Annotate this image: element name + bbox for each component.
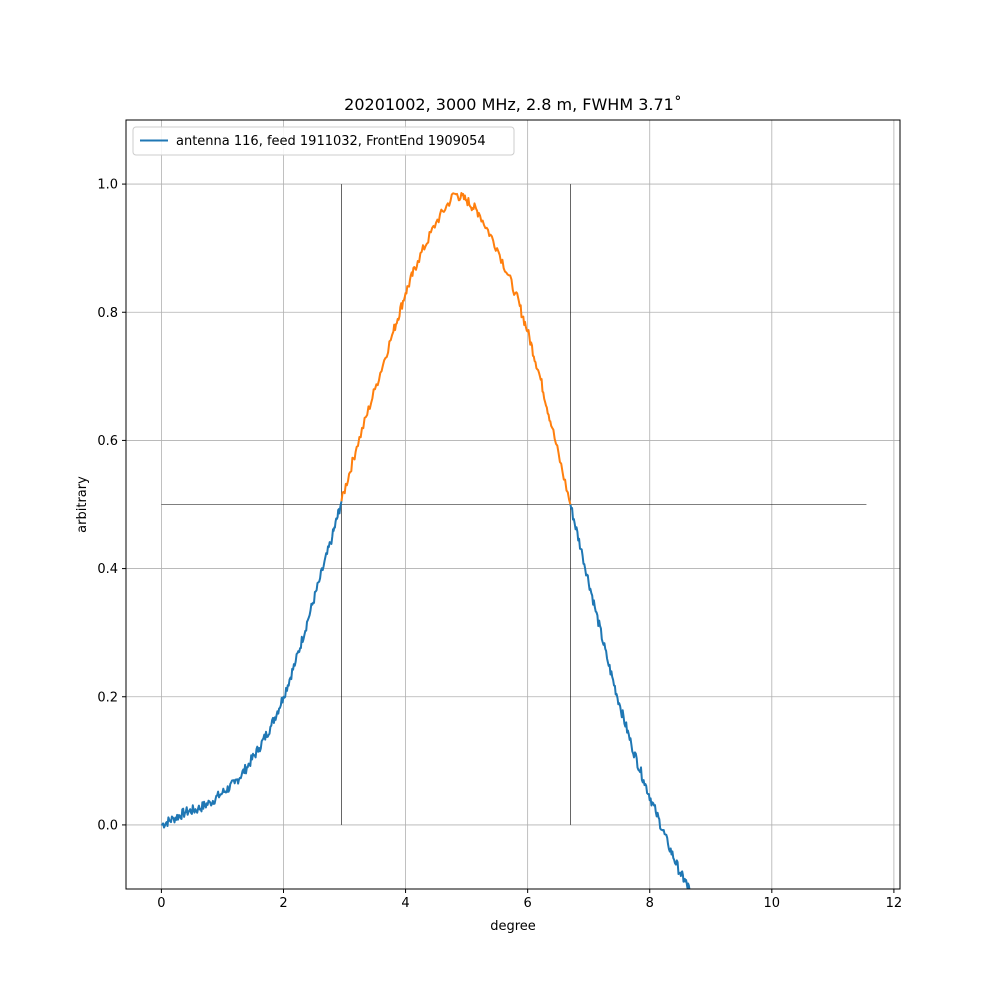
x-axis-label: degree [490,919,536,934]
x-tick-label: 2 [279,896,287,911]
x-tick-label: 8 [646,896,654,911]
y-tick-label: 1.0 [97,178,118,193]
legend-box [132,126,515,156]
legend: antenna 116, feed 1911032, FrontEnd 1909… [132,126,515,156]
y-tick-label: 0.0 [97,818,118,833]
y-tick-label: 0.4 [97,562,118,577]
legend-label: antenna 116, feed 1911032, FrontEnd 1909… [176,134,486,149]
series-line-2 [569,504,691,890]
y-tick-label: 0.6 [97,434,118,449]
series-lines [161,192,691,890]
axis-ticks: 0 2 4 6 8 10 12 0.0 0.2 0.4 0.6 0.8 1.0 [97,178,902,911]
plot-frame [125,119,901,890]
half-power-markers [161,184,867,825]
y-tick-label: 0.8 [97,306,118,321]
y-tick-label: 0.2 [97,690,118,705]
x-tick-label: 4 [401,896,409,911]
series-line-0 [161,501,343,829]
x-tick-label: 10 [764,896,781,911]
x-tick-label: 12 [886,896,903,911]
chart-title: 20201002, 3000 MHz, 2.8 m, FWHM 3.71˚ [344,95,682,114]
x-tick-label: 0 [157,896,165,911]
y-axis-label: arbitrary [75,476,90,533]
series-line-1 [340,192,572,505]
x-tick-label: 6 [524,896,532,911]
